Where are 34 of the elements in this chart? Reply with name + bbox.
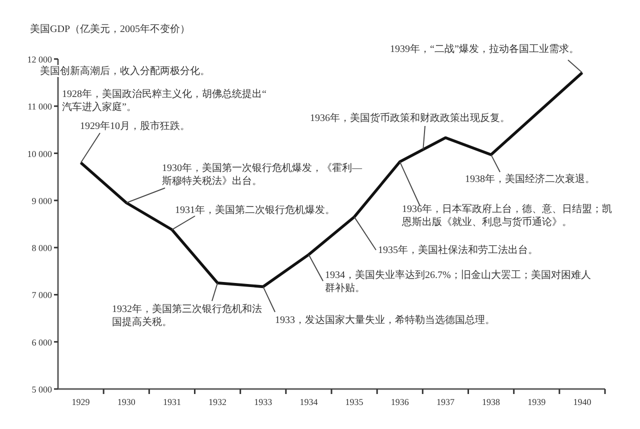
y-tick-label: 6 000	[32, 337, 52, 348]
y-tick-label: 9 000	[32, 196, 52, 206]
annotation: 1938年，美国经济二次衰退。	[465, 173, 595, 185]
annotation: 1929年10月，股市狂跌。	[80, 120, 190, 132]
y-tick-label: 11 000	[28, 102, 52, 112]
x-tick-label: 1936	[390, 397, 410, 407]
annotation: 1939年，“二战”爆发，拉动各国工业需求。	[390, 43, 579, 55]
x-tick-label: 1929	[72, 397, 90, 407]
annotation: 1936年，日本军政府上台，德、意、日结盟；凯恩斯出版《就业、利息与货币通论》。	[401, 203, 612, 228]
x-tick-label: 1939	[528, 397, 546, 407]
annotation: 1936年，美国货币政策和财政政策出现反复。	[310, 112, 510, 124]
x-tick-label: 1937	[436, 397, 455, 407]
annotation: 1932年，美国第三次银行危机和法国提高关税。	[112, 303, 262, 328]
chart-title: 美国GDP（亿美元，2005年不变价）	[30, 23, 190, 35]
annotation: 1930年，美国第一次银行危机爆发，《霍利—斯穆特关税法》出台。	[162, 162, 363, 187]
annotation: 美国创新高潮后，收入分配两极分化。	[40, 65, 210, 77]
y-tick-label: 10 000	[27, 148, 52, 159]
annotation: 1928年，美国政治民粹主义化，胡佛总统提出“汽车进入家庭”。	[62, 88, 267, 113]
x-tick-label: 1932	[208, 397, 227, 407]
x-tick-label: 1938	[482, 397, 501, 407]
y-tick-label: 7 000	[32, 290, 52, 300]
y-tick-label: 5 000	[32, 384, 52, 394]
x-tick-label: 1933	[254, 397, 273, 407]
y-tick-label: 12 000	[27, 54, 52, 64]
x-tick-label: 1940	[573, 397, 592, 407]
y-tick-label: 8 000	[32, 243, 52, 254]
annotation: 1931年，美国第二次银行危机爆发。	[175, 204, 335, 216]
x-tick-label: 1934	[300, 397, 318, 407]
annotation: 1933，发达国家大量失业，希特勒当选德国总理。	[275, 314, 495, 326]
annotation: 1934，美国失业率达到26.7%；旧金山大罢工；美国对困难人群补贴。	[325, 269, 591, 294]
annotation: 1935年，美国社保法和劳工法出台。	[378, 244, 538, 256]
x-tick-label: 1931	[162, 397, 181, 407]
x-tick-label: 1935	[345, 397, 364, 407]
x-tick-label: 1930	[117, 397, 136, 407]
